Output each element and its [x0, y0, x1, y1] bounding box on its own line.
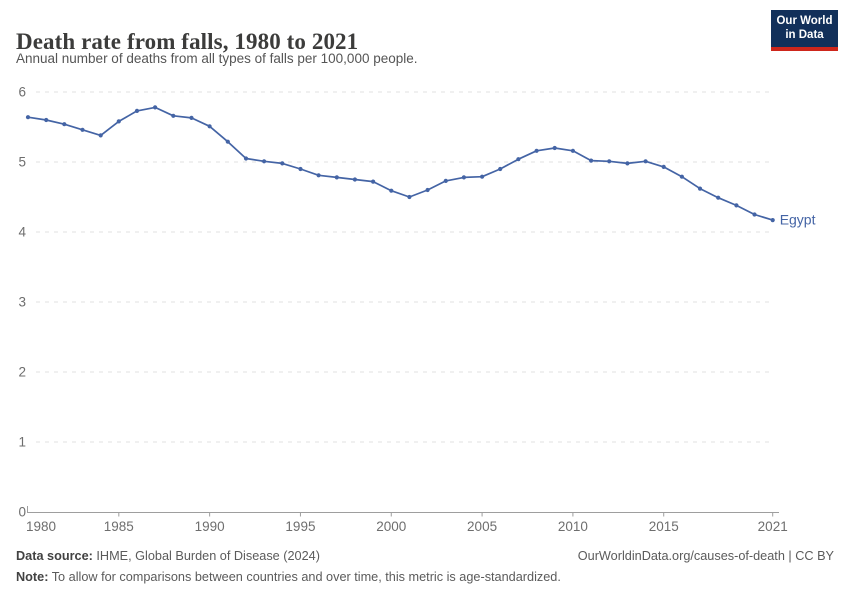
data-point	[498, 166, 503, 172]
data-point	[407, 194, 412, 200]
footer-note: Note: To allow for comparisons between c…	[16, 567, 561, 588]
data-point	[752, 212, 757, 217]
data-point	[334, 175, 339, 180]
y-tick-label: 1	[18, 435, 26, 450]
chart-title: Death rate from falls, 1980 to 2021	[16, 29, 359, 55]
chart-footer: Data source: IHME, Global Burden of Dise…	[16, 546, 834, 588]
y-tick-label: 6	[18, 85, 26, 100]
data-point	[189, 115, 194, 120]
data-source-text: IHME, Global Burden of Disease (2024)	[92, 549, 320, 563]
y-tick-label: 4	[18, 225, 26, 240]
data-point	[352, 177, 357, 182]
x-tick-label: 2000	[376, 519, 406, 534]
data-point	[280, 161, 285, 166]
data-point	[243, 156, 249, 161]
data-point	[589, 158, 594, 163]
y-axis-labels: 0 1 2 3 4 5 6	[18, 85, 26, 520]
data-point	[225, 139, 230, 144]
data-point	[443, 178, 448, 183]
data-point	[480, 174, 485, 179]
data-point	[262, 159, 267, 164]
y-tick-label: 5	[18, 155, 26, 170]
x-axis	[27, 506, 779, 517]
data-point	[98, 133, 103, 138]
x-tick-label: 1995	[285, 519, 315, 534]
data-point	[770, 218, 775, 223]
owid-logo-line1: Our World	[776, 15, 833, 27]
data-point	[207, 124, 212, 129]
y-gridlines	[36, 91, 770, 443]
data-line	[27, 106, 774, 221]
footer-note-label: Note:	[16, 570, 49, 584]
data-point	[62, 122, 67, 127]
data-series-egypt: Egypt	[25, 105, 816, 228]
data-point	[461, 175, 466, 180]
x-tick-label: 2015	[649, 519, 679, 534]
data-point	[171, 113, 176, 118]
data-point	[44, 117, 49, 123]
data-point	[153, 105, 158, 110]
data-point	[134, 108, 140, 113]
x-tick-label: 2021	[758, 519, 788, 534]
series-end-label-egypt: Egypt	[780, 212, 816, 228]
data-point	[716, 195, 721, 200]
x-tick-label: 1990	[195, 519, 225, 534]
data-source: Data source: IHME, Global Burden of Dise…	[16, 546, 320, 567]
data-point	[570, 148, 576, 153]
y-tick-label: 0	[18, 505, 26, 520]
chart-subtitle: Annual number of deaths from all types o…	[16, 51, 418, 66]
x-tick-label: 2010	[558, 519, 588, 534]
owid-logo-line2: in Data	[785, 28, 824, 41]
x-tick-label: 1980	[26, 519, 56, 534]
footer-citation-link[interactable]: OurWorldinData.org/causes-of-death | CC …	[577, 549, 834, 563]
data-point	[661, 164, 666, 169]
data-point	[552, 145, 557, 151]
x-axis-labels: 1980 1985 1990 1995 2000 2005 2010 2015 2021	[26, 519, 788, 534]
data-point	[607, 159, 612, 164]
data-point	[734, 203, 739, 208]
data-point	[625, 161, 630, 166]
data-source-label: Data source:	[16, 549, 93, 563]
data-point	[697, 186, 703, 191]
data-point	[298, 166, 303, 172]
y-tick-label: 2	[18, 365, 26, 380]
owid-logo[interactable]: Our World in Data	[771, 10, 838, 51]
data-point	[679, 174, 685, 179]
data-point	[316, 173, 321, 178]
y-tick-label: 3	[18, 295, 26, 310]
data-point	[116, 119, 121, 124]
data-point	[371, 179, 376, 184]
line-chart: 0 1 2 3 4 5 6 1980 1985 1990 1995 2000 2005 2010 2015 2…	[18, 85, 816, 535]
data-point	[80, 127, 85, 132]
data-point	[534, 148, 539, 153]
data-point	[516, 157, 521, 162]
x-tick-label: 2005	[467, 519, 497, 534]
x-tick-label: 1985	[104, 519, 134, 534]
data-point	[25, 115, 31, 120]
data-point	[389, 188, 394, 193]
data-point	[425, 187, 430, 193]
footer-note-text: To allow for comparisons between countri…	[48, 570, 561, 584]
data-point	[643, 159, 648, 164]
